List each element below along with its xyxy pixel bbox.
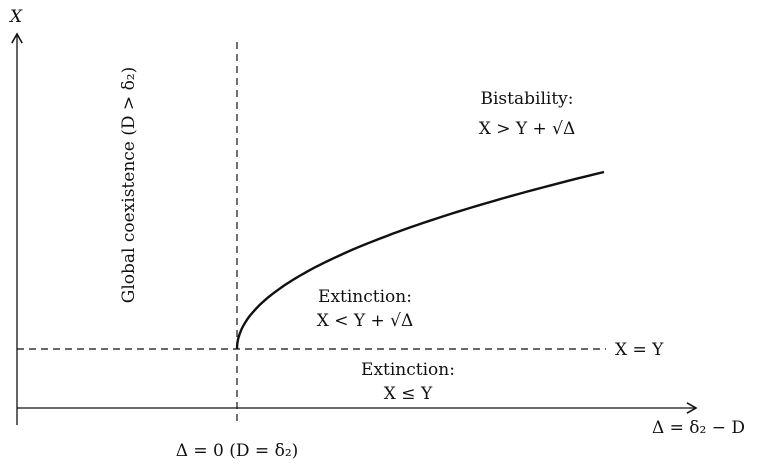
bistability-condition: X > Y + √Δ: [479, 119, 576, 139]
boundary-curve: [235, 170, 605, 350]
x-axis-label: Δ = δ₂ − D: [652, 418, 745, 438]
extinction-title: Extinction:: [361, 360, 455, 380]
threshold-label: Δ = 0 (D = δ₂): [176, 441, 299, 461]
extinction-title: Extinction:: [318, 287, 412, 307]
y-axis-label: X: [8, 7, 23, 27]
line-label: X = Y: [615, 340, 664, 360]
extinction-condition: X < Y + √Δ: [317, 311, 414, 331]
coexistence-label: Global coexistence (D > δ₂): [119, 67, 139, 304]
bistability-title: Bistability:: [481, 89, 574, 109]
extinction-condition: X ≤ Y: [384, 384, 433, 404]
